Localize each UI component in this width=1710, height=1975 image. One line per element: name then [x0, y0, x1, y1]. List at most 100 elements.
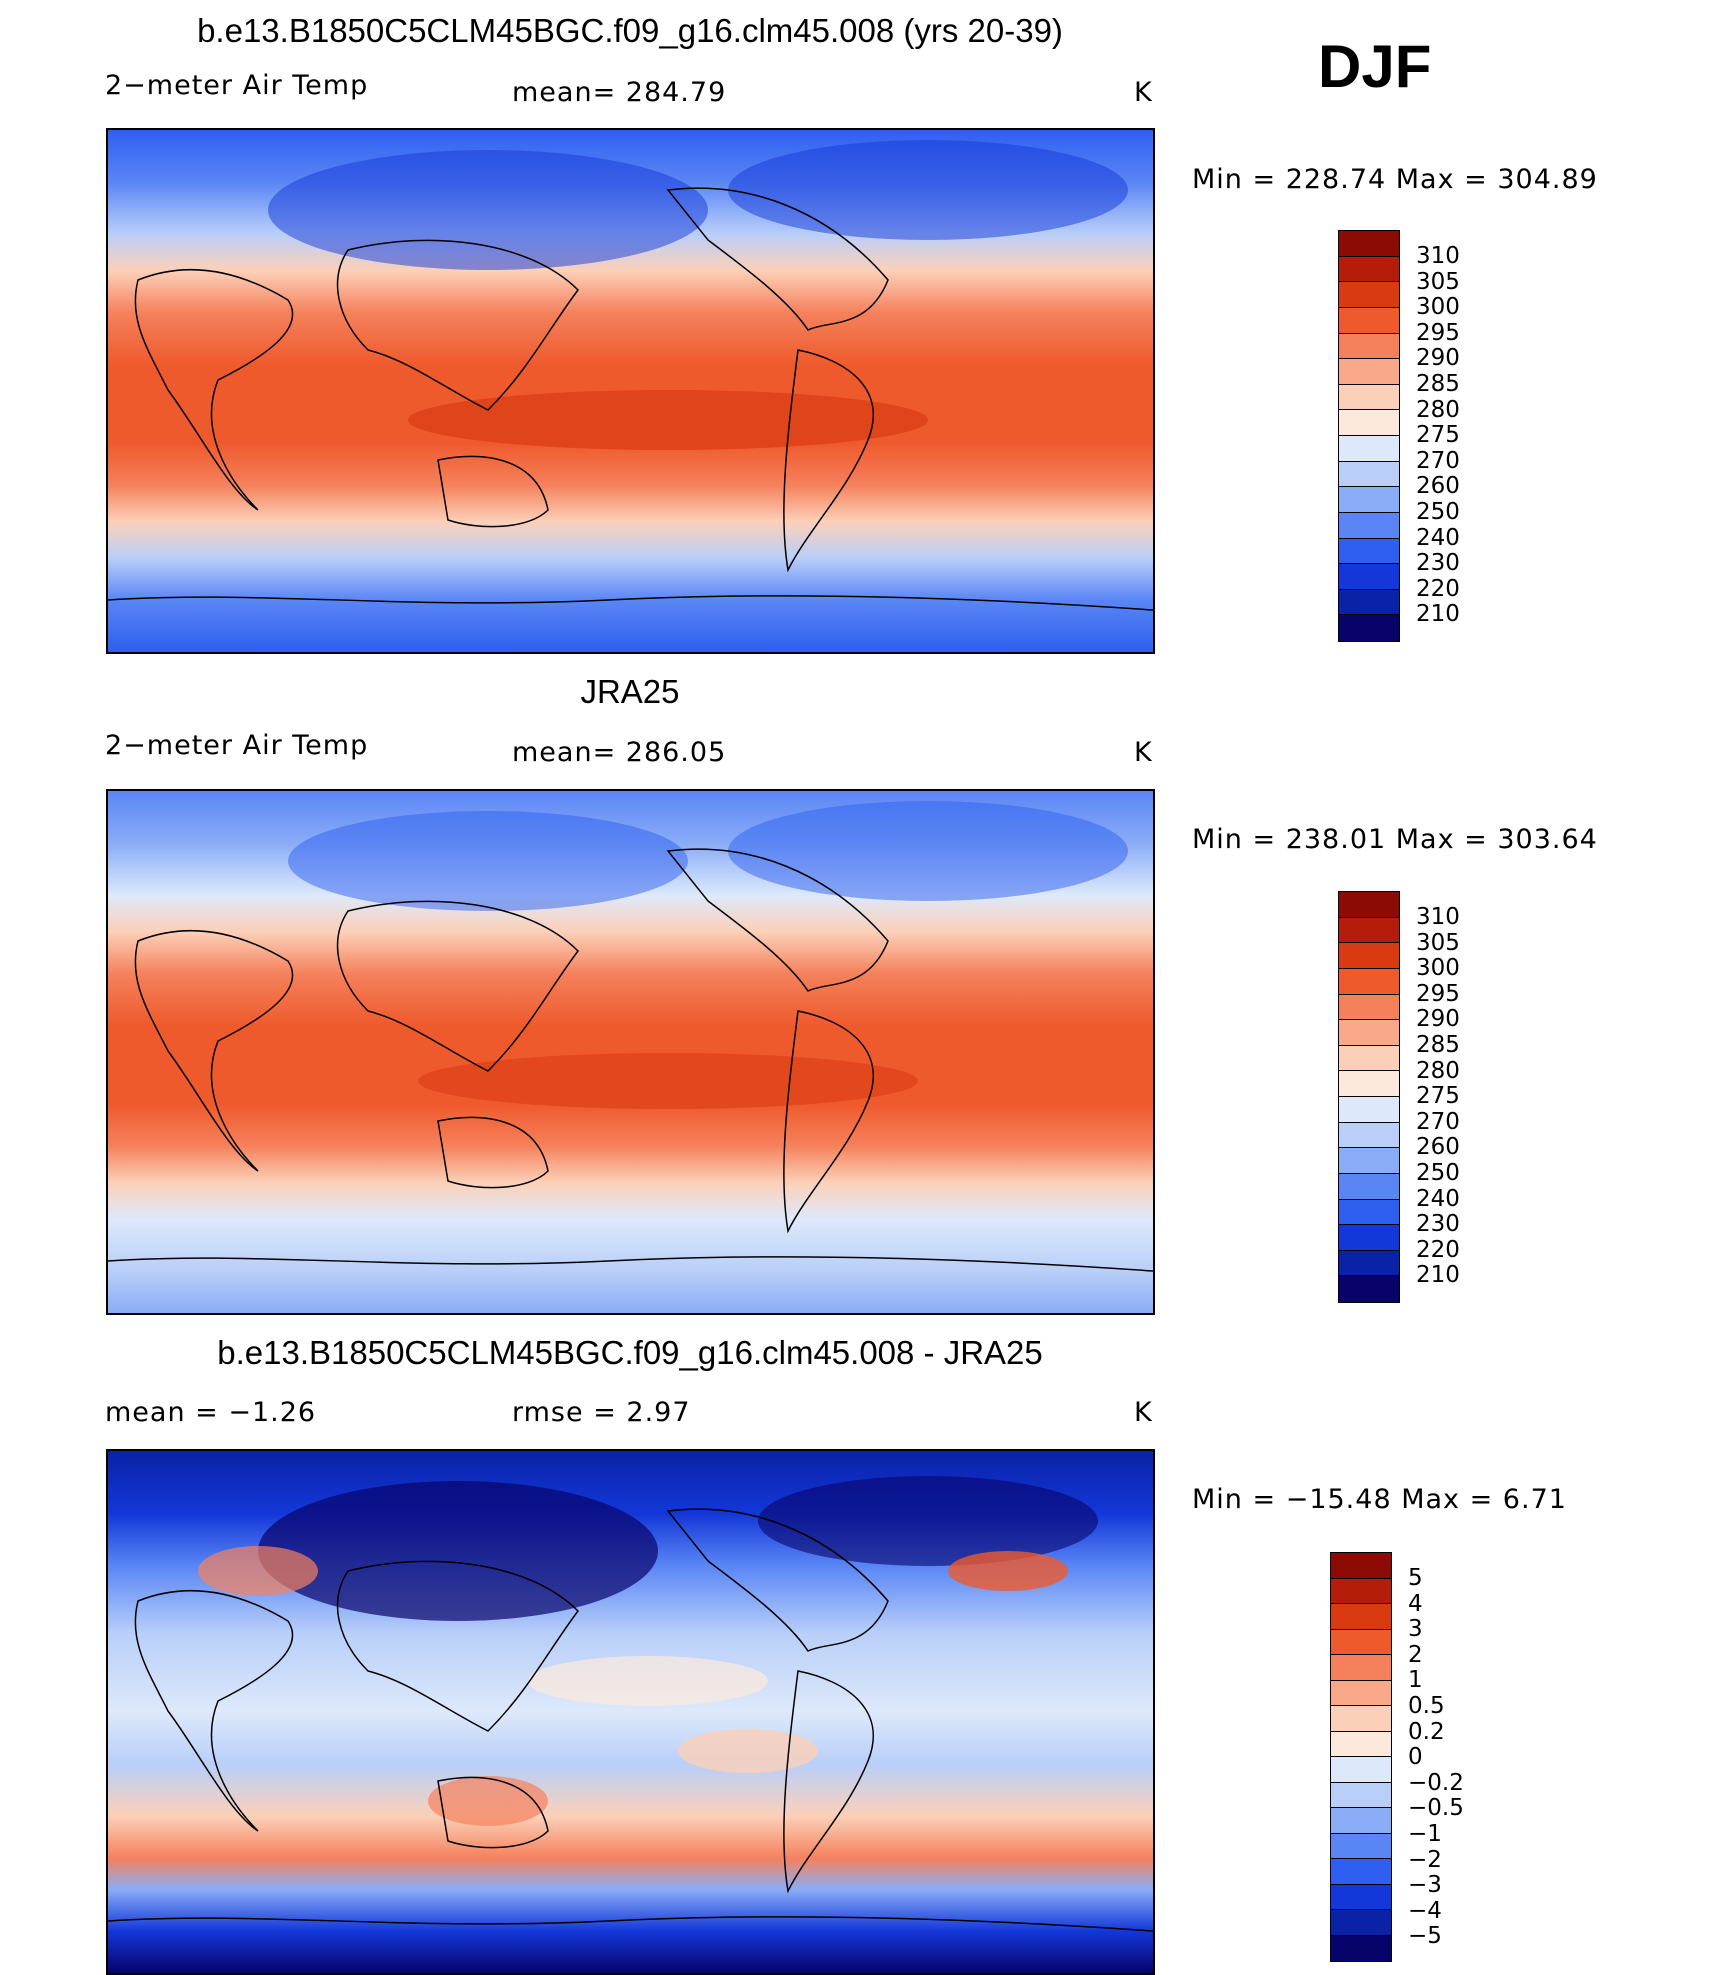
panel2-map-field: [108, 791, 1153, 1313]
colorbar-tick-label: 1: [1408, 1667, 1423, 1694]
colorbar-swatch: [1339, 1122, 1399, 1149]
panel3-rmse: rmse = 2.97: [512, 1397, 691, 1428]
colorbar-swatch: [1339, 917, 1399, 944]
colorbar-swatch: [1339, 487, 1399, 513]
colorbar-swatch: [1331, 1833, 1391, 1859]
colorbar-tick-label: −5: [1408, 1923, 1442, 1950]
colorbar-swatch: [1339, 615, 1399, 641]
panel1-colorbar: [1338, 230, 1400, 642]
panel1-title: b.e13.B1850C5CLM45BGC.f09_g16.clm45.008 …: [197, 12, 1063, 49]
panel1-units: K: [1134, 77, 1153, 108]
colorbar-tick-label: 275: [1416, 422, 1460, 449]
panel3-colorbar-labels: 5 4 3 2 1 0.5 0.2 0 −0.2 −0.5 −1 −2 −3 −4 −5: [1408, 1565, 1464, 1950]
colorbar-swatch: [1339, 892, 1399, 918]
panel1-mean: mean= 284.79: [512, 77, 727, 108]
colorbar-swatch: [1339, 1276, 1399, 1302]
colorbar-tick-label: 305: [1416, 268, 1460, 295]
colorbar-tick-label: 290: [1416, 1006, 1460, 1033]
panel1-minmax: Min = 228.74 Max = 304.89: [1192, 164, 1598, 195]
colorbar-tick-label: 270: [1416, 1108, 1460, 1135]
panel1-map-field: [108, 130, 1153, 652]
colorbar-swatch: [1339, 384, 1399, 411]
colorbar-tick-label: −1: [1408, 1820, 1442, 1847]
colorbar-tick-label: 295: [1416, 319, 1460, 346]
colorbar-tick-label: 3: [1408, 1616, 1423, 1643]
colorbar-swatch: [1331, 1935, 1391, 1961]
colorbar-tick-label: 285: [1416, 1031, 1460, 1058]
colorbar-swatch: [1339, 1045, 1399, 1072]
colorbar-swatch: [1331, 1680, 1391, 1706]
colorbar-swatch: [1339, 1199, 1399, 1226]
panel2-minmax: Min = 238.01 Max = 303.64: [1192, 824, 1598, 855]
colorbar-swatch: [1339, 1020, 1399, 1046]
colorbar-swatch: [1339, 512, 1399, 539]
colorbar-swatch: [1331, 1706, 1391, 1732]
colorbar-swatch: [1339, 994, 1399, 1021]
panel2-variable: 2−meter Air Temp: [105, 730, 369, 761]
panel1-colorbar-labels: 310 305 300 295 290 285 280 275 270 260 250 240 230 2…: [1416, 243, 1460, 628]
colorbar-swatch: [1339, 1071, 1399, 1097]
colorbar-swatch: [1331, 1553, 1391, 1579]
panel2-map: [106, 789, 1155, 1315]
colorbar-tick-label: −0.2: [1408, 1769, 1464, 1796]
colorbar-tick-label: 280: [1416, 1057, 1460, 1084]
colorbar-tick-label: 2: [1408, 1641, 1423, 1668]
panel3-units: K: [1134, 1397, 1153, 1428]
colorbar-swatch: [1339, 589, 1399, 616]
colorbar-tick-label: 275: [1416, 1083, 1460, 1110]
colorbar-swatch: [1339, 256, 1399, 283]
colorbar-tick-label: 210: [1416, 1262, 1460, 1289]
colorbar-tick-label: 300: [1416, 294, 1460, 321]
colorbar-tick-label: 0: [1408, 1744, 1423, 1771]
colorbar-tick-label: 0.2: [1408, 1718, 1445, 1745]
colorbar-tick-label: 240: [1416, 524, 1460, 551]
colorbar-tick-label: 260: [1416, 1134, 1460, 1161]
colorbar-tick-label: 230: [1416, 1211, 1460, 1238]
colorbar-tick-label: 0.5: [1408, 1692, 1445, 1719]
colorbar-tick-label: 240: [1416, 1185, 1460, 1212]
colorbar-swatch: [1339, 359, 1399, 385]
colorbar-swatch: [1331, 1629, 1391, 1655]
colorbar-swatch: [1331, 1808, 1391, 1834]
colorbar-swatch: [1339, 231, 1399, 257]
colorbar-tick-label: 290: [1416, 345, 1460, 372]
colorbar-swatch: [1339, 1097, 1399, 1123]
panel3-title: b.e13.B1850C5CLM45BGC.f09_g16.clm45.008 …: [217, 1334, 1043, 1371]
colorbar-tick-label: 295: [1416, 980, 1460, 1007]
colorbar-swatch: [1331, 1782, 1391, 1808]
colorbar-swatch: [1331, 1731, 1391, 1757]
colorbar-tick-label: 260: [1416, 473, 1460, 500]
colorbar-tick-label: 285: [1416, 370, 1460, 397]
colorbar-swatch: [1331, 1757, 1391, 1783]
panel1-variable: 2−meter Air Temp: [105, 70, 369, 101]
colorbar-swatch: [1339, 461, 1399, 488]
colorbar-swatch: [1339, 410, 1399, 436]
colorbar-tick-label: 250: [1416, 498, 1460, 525]
colorbar-swatch: [1331, 1604, 1391, 1630]
colorbar-swatch: [1339, 943, 1399, 969]
colorbar-tick-label: 220: [1416, 1236, 1460, 1263]
panel3-mean: mean = −1.26: [105, 1397, 317, 1428]
colorbar-swatch: [1339, 282, 1399, 308]
colorbar-swatch: [1331, 1910, 1391, 1936]
colorbar-tick-label: 210: [1416, 601, 1460, 628]
colorbar-swatch: [1331, 1859, 1391, 1885]
colorbar-tick-label: −2: [1408, 1846, 1442, 1873]
colorbar-tick-label: 270: [1416, 447, 1460, 474]
panel2-title: JRA25: [580, 673, 680, 710]
colorbar-swatch: [1339, 538, 1399, 565]
colorbar-tick-label: −3: [1408, 1872, 1442, 1899]
colorbar-tick-label: 310: [1416, 243, 1460, 269]
colorbar-tick-label: 300: [1416, 955, 1460, 982]
colorbar-swatch: [1339, 1173, 1399, 1200]
panel3-colorbar: [1330, 1552, 1392, 1962]
colorbar-tick-label: 310: [1416, 904, 1460, 930]
panel2-mean: mean= 286.05: [512, 737, 727, 768]
panel3-map-field: [108, 1451, 1153, 1973]
season-label: DJF: [1318, 33, 1432, 100]
colorbar-swatch: [1339, 968, 1399, 995]
colorbar-swatch: [1339, 1225, 1399, 1251]
colorbar-tick-label: 230: [1416, 550, 1460, 577]
colorbar-swatch: [1331, 1655, 1391, 1681]
panel2-colorbar: [1338, 891, 1400, 1303]
